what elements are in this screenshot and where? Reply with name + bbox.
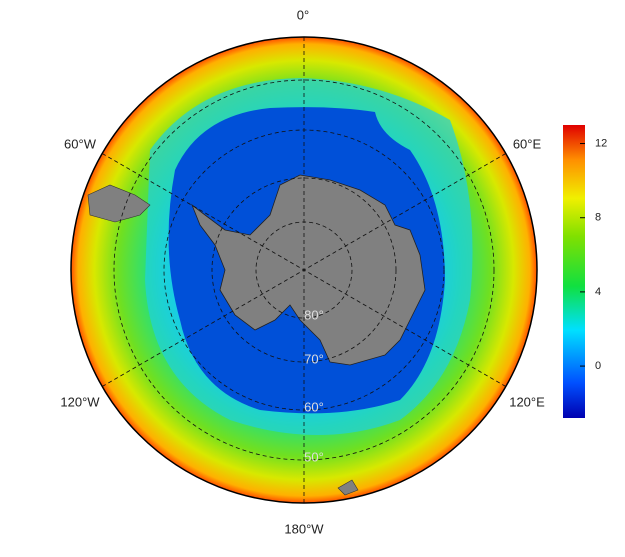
- colorbar-tick-label: 4: [595, 286, 601, 298]
- colorbar-tick-label: 12: [595, 137, 607, 149]
- colorbar-tick-label: 0: [595, 360, 601, 372]
- colorbar: [563, 125, 585, 418]
- colorbar-tick-label: 8: [595, 212, 601, 224]
- longitude-label: 60°W: [64, 136, 97, 151]
- parallel: [211, 177, 397, 363]
- graticule: [102, 37, 506, 503]
- longitude-label: 60°E: [513, 136, 542, 151]
- latitude-label: 60°: [304, 399, 324, 414]
- longitude-label: 0°: [297, 7, 309, 22]
- parallel: [255, 221, 353, 319]
- parallel: [113, 79, 495, 461]
- latitude-label: 80°: [304, 307, 324, 322]
- meridian: [102, 153, 506, 387]
- longitude-label: 120°E: [509, 394, 545, 409]
- longitude-label: 120°W: [60, 394, 100, 409]
- longitude-label: 180°W: [284, 521, 324, 536]
- map-border: [70, 36, 538, 504]
- latitude-label: 70°: [304, 351, 324, 366]
- parallel: [163, 129, 445, 411]
- latitude-label: 50°: [304, 449, 324, 464]
